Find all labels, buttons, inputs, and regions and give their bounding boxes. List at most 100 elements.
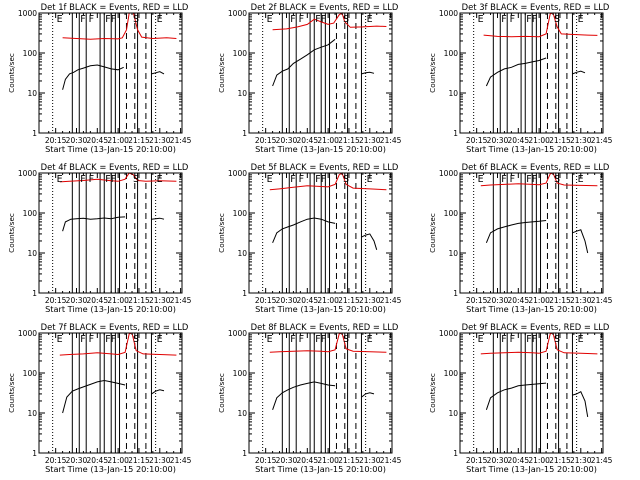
y-tick-label: 1000 [228,329,247,338]
x-axis-label: Start Time (13-Jan-15 20:10:00) [45,144,176,154]
events-series-line [272,217,336,243]
x-tick-label: 21:00 [317,456,339,465]
x-tick-label: 21:15 [128,456,150,465]
x-tick-label: 21:00 [107,296,129,305]
plot-frame [248,332,393,454]
y-tick-label: 100 [23,49,38,58]
marker-label: F [526,174,531,185]
y-tick-label: 1000 [439,169,458,178]
x-axis-label: Start Time (13-Jan-15 20:10:00) [466,144,597,154]
x-tick-label: 21:15 [549,136,571,145]
marker-label: F [501,14,506,25]
marker-label: S [343,14,349,25]
x-axis-label: Start Time (13-Jan-15 20:10:00) [466,464,597,474]
panel-title: Det 1f BLACK = Events, RED = LLD [41,2,189,12]
marker-label: E [367,14,373,25]
y-tick-label: 100 [233,209,248,218]
events-series-line [272,38,336,87]
x-tick-label: 21:30 [359,456,381,465]
panel-title: Det 8f BLACK = Events, RED = LLD [251,322,399,332]
marker-label: E [157,14,163,25]
marker-label: E [267,174,273,185]
marker-label: E [367,174,373,185]
marker-label: S [554,174,560,185]
marker-label: E [578,334,584,345]
plot-frame [38,332,183,454]
y-tick-label: 10 [27,89,37,98]
marker-label: F [510,334,515,345]
x-tick-label: 21:15 [338,136,360,145]
x-tick-label: 20:30 [487,456,509,465]
x-tick-label: 20:15 [45,136,67,145]
y-tick-label: 10 [448,409,458,418]
x-tick-label: 20:45 [507,136,529,145]
y-tick-label: 100 [444,369,459,378]
y-tick-label: 1000 [439,9,458,18]
lld-series-line [62,12,177,40]
marker-label: F [299,174,304,185]
y-tick-label: 100 [23,369,38,378]
y-tick-label: 10 [237,249,247,258]
marker-label: F [315,174,320,185]
x-axis-label: Start Time (13-Jan-15 20:10:00) [45,464,176,474]
marker-label: F [526,334,531,345]
plot-frame [459,12,604,134]
y-tick-label: 1000 [18,9,37,18]
marker-label: F [299,334,304,345]
x-tick-label: 20:45 [86,136,108,145]
marker-label: F [80,334,85,345]
marker-label: F [532,334,537,345]
x-tick-label: 20:15 [255,136,277,145]
x-tick-label: 20:45 [86,296,108,305]
y-tick-label: 10 [448,89,458,98]
events-series-line [62,379,126,414]
marker-label: E [157,174,163,185]
x-tick-label: 21:30 [149,136,171,145]
y-tick-label: 1000 [439,329,458,338]
x-tick-label: 21:45 [380,136,402,145]
lld-series-line [480,172,598,187]
events-series-line [485,382,547,410]
x-tick-label: 21:30 [570,136,592,145]
marker-label: F [501,174,506,185]
x-tick-label: 20:30 [276,456,298,465]
marker-label: S [133,14,139,25]
panel-title: Det 6f BLACK = Events, RED = LLD [462,162,610,172]
x-tick-label: 21:45 [591,136,613,145]
x-tick-label: 21:30 [359,136,381,145]
x-tick-label: 21:45 [170,456,192,465]
events-series-line [361,392,375,398]
x-tick-label: 21:45 [591,456,613,465]
x-tick-label: 21:30 [359,296,381,305]
marker-label: F [105,334,110,345]
marker-label: F [510,14,515,25]
lld-series-line [269,172,387,191]
marker-label: F [501,334,506,345]
marker-label: F [510,174,515,185]
y-axis-label: Counts/sec [428,213,437,253]
x-axis-label: Start Time (13-Jan-15 20:10:00) [466,304,597,314]
events-series-line [151,71,165,75]
x-tick-label: 21:15 [338,296,360,305]
plot-frame [459,172,604,294]
x-tick-label: 21:45 [170,296,192,305]
panel-title: Det 4f BLACK = Events, RED = LLD [41,162,189,172]
panel-title: Det 7f BLACK = Events, RED = LLD [41,322,189,332]
x-tick-label: 20:30 [66,296,88,305]
x-tick-label: 21:15 [128,296,150,305]
lld-series-line [272,12,387,31]
panel-title: Det 9f BLACK = Events, RED = LLD [462,322,610,332]
marker-label: F [290,174,295,185]
plot-frame [38,12,183,134]
x-axis-label: Start Time (13-Jan-15 20:10:00) [255,304,386,314]
lld-series-line [59,332,177,356]
x-tick-label: 20:15 [466,296,488,305]
y-tick-label: 1 [242,449,247,458]
events-series-line [151,389,165,395]
x-tick-label: 21:30 [570,296,592,305]
